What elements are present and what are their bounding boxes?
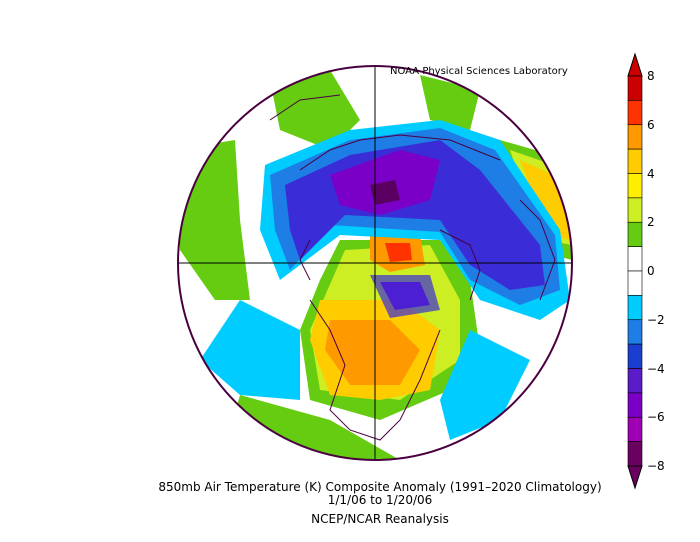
colorbar-segment — [627, 416, 643, 442]
pos-extreme-region-arctic — [385, 243, 412, 262]
neg-extreme-region-siberia — [370, 180, 400, 205]
colorbar-tick-label: −6 — [647, 410, 665, 425]
colorbar-segment — [627, 173, 643, 199]
pos-hot-region-na — [325, 320, 420, 385]
colorbar-segment — [627, 246, 643, 272]
colorbar-segment — [627, 319, 643, 345]
colorbar-tick-label: −4 — [647, 361, 665, 376]
colorbar-arrow-bottom — [627, 465, 643, 490]
colorbar-tick-label: 4 — [647, 166, 655, 181]
colorbar-tick-label: 8 — [647, 69, 655, 83]
neg-weak-region-south — [440, 330, 530, 440]
colorbar-segment — [627, 197, 643, 223]
colorbar-tick-label: 0 — [647, 264, 655, 278]
neg-strong-region-bay — [370, 275, 440, 318]
map-title: 850mb Air Temperature (K) Composite Anom… — [158, 480, 602, 494]
colorbar-tick-label: 6 — [647, 117, 655, 132]
colorbar-segment — [627, 124, 643, 150]
colorbar-segment — [627, 221, 643, 247]
pos-weak-region-north — [270, 70, 360, 150]
colorbar-segment — [627, 148, 643, 174]
colorbar-segment — [627, 368, 643, 394]
colorbar-segment — [627, 100, 643, 126]
colorbar-segment — [627, 392, 643, 418]
colorbar-tick-label: −2 — [647, 312, 665, 327]
colorbar-tick-label: −8 — [647, 459, 665, 473]
data-source: NCEP/NCAR Reanalysis — [311, 512, 449, 526]
colorbar-segment — [627, 343, 643, 369]
globe-outline — [177, 65, 573, 461]
neg-weak-region-west — [200, 300, 300, 400]
colorbar-segment — [627, 441, 643, 467]
colorbar — [627, 52, 643, 490]
colorbar-tick-label: 2 — [647, 215, 655, 230]
colorbar-segment — [627, 295, 643, 321]
credit-label: NOAA Physical Sciences Laboratory — [390, 66, 568, 77]
date-range: 1/1/06 to 1/20/06 — [327, 493, 433, 507]
colorbar-segment — [627, 75, 643, 101]
colorbar-arrow-top — [627, 52, 643, 77]
coastlines — [269, 94, 556, 441]
colorbar-segment — [627, 270, 643, 296]
